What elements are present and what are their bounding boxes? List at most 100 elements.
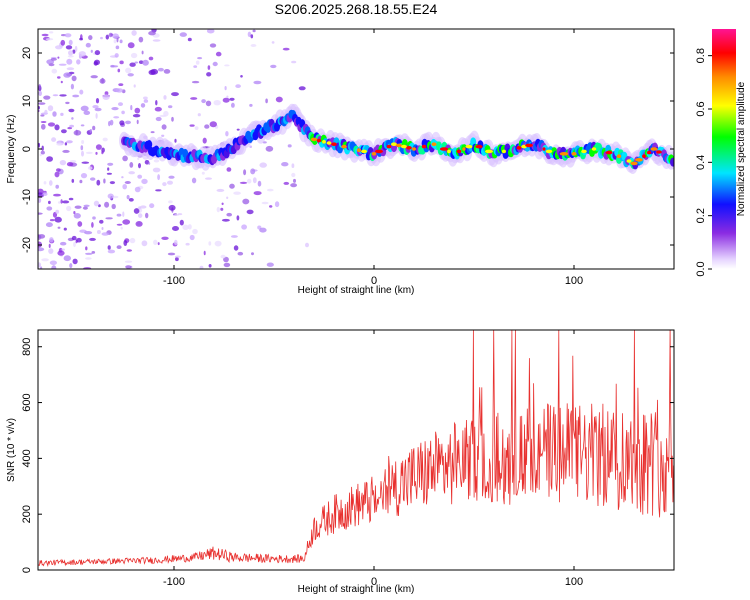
x-tick-label: 0: [371, 275, 377, 287]
noise-blob: [91, 222, 94, 228]
ridge-peak: [310, 137, 318, 142]
noise-blob: [149, 203, 155, 209]
noise-blob: [113, 39, 117, 44]
ridge-peak: [542, 147, 546, 151]
noise-blob: [101, 227, 104, 230]
noise-blob: [251, 252, 254, 256]
ridge-peak: [386, 144, 392, 149]
ridge-peak: [485, 149, 493, 154]
noise-blob: [56, 168, 61, 172]
noise-blob: [56, 142, 64, 146]
noise-blob: [66, 67, 75, 71]
noise-blob: [112, 33, 119, 39]
noise-blob: [105, 34, 110, 40]
noise-blob: [283, 181, 290, 185]
noise-blob: [174, 138, 177, 143]
noise-blob: [68, 39, 73, 46]
noise-blob: [115, 88, 124, 93]
noise-blob: [209, 121, 217, 128]
noise-blob: [80, 173, 88, 179]
noise-blob: [85, 246, 88, 251]
chart-title: S206.2025.268.18.55.E24: [275, 1, 438, 17]
noise-blob: [225, 131, 229, 137]
noise-blob: [153, 159, 160, 163]
noise-blob: [252, 29, 256, 33]
noise-blob: [205, 177, 212, 180]
noise-blob: [223, 256, 229, 263]
noise-blob: [40, 114, 45, 117]
noise-blob: [291, 60, 297, 64]
noise-blob: [215, 51, 222, 57]
ridge-peak: [356, 148, 362, 152]
noise-blob: [214, 240, 222, 247]
noise-blob: [101, 77, 104, 84]
noise-blob: [243, 169, 247, 176]
noise-blob: [259, 227, 267, 233]
colorbar-tick-label: 0.8: [695, 48, 707, 63]
noise-blob: [52, 111, 57, 117]
noise-blob: [128, 198, 134, 202]
noise-blob: [50, 58, 57, 61]
noise-blob: [79, 179, 83, 184]
noise-blob: [171, 92, 179, 97]
noise-blob: [191, 80, 200, 84]
ridge-peak: [630, 161, 638, 166]
y-tick-label: 400: [21, 449, 33, 467]
noise-blob: [122, 219, 131, 225]
noise-blob: [109, 181, 115, 185]
noise-blob: [174, 214, 179, 216]
noise-blob: [76, 237, 82, 243]
noise-blob: [93, 61, 99, 66]
noise-blob: [41, 33, 49, 37]
noise-blob: [213, 100, 221, 106]
noise-blob: [99, 219, 104, 224]
noise-blob: [108, 32, 113, 38]
noise-blob: [155, 116, 162, 122]
noise-blob: [145, 212, 149, 219]
noise-blob: [67, 127, 72, 130]
noise-blob: [104, 201, 110, 208]
noise-blob: [48, 63, 55, 67]
noise-blob: [71, 235, 77, 241]
noise-blob: [57, 250, 65, 256]
ridge-peak: [401, 144, 407, 149]
noise-blob: [42, 192, 48, 197]
noise-blob: [39, 153, 42, 157]
noise-blob: [174, 239, 178, 246]
noise-blob: [134, 61, 138, 64]
noise-blob: [107, 245, 111, 250]
noise-blob: [60, 80, 63, 84]
ridge-peak: [412, 147, 416, 151]
snr-series-line: [38, 330, 674, 568]
noise-blob: [79, 37, 83, 41]
noise-blob: [80, 124, 85, 127]
y-tick-label: 0: [21, 567, 33, 573]
noise-blob: [231, 102, 235, 108]
noise-blob: [197, 57, 203, 60]
ridge-peak: [326, 141, 332, 145]
ridge-peak: [650, 147, 658, 151]
noise-blob: [69, 160, 77, 163]
noise-blob: [157, 242, 160, 246]
noise-blob: [92, 125, 96, 131]
noise-blob: [125, 265, 132, 269]
noise-blob: [298, 86, 306, 91]
noise-blob: [282, 47, 290, 51]
noise-blob: [191, 177, 197, 184]
noise-blob: [202, 137, 207, 144]
noise-blob: [209, 43, 217, 48]
noise-blob: [47, 105, 54, 112]
noise-blob: [167, 252, 176, 256]
noise-blob: [133, 208, 140, 214]
colorbar: 0.0 0.2 0.4 0.6 0.8 Normalized spectral ampl…: [695, 29, 747, 277]
noise-blob: [83, 204, 90, 207]
ridge-peak: [316, 138, 322, 143]
noise-blob: [89, 237, 96, 241]
spectrogram-image: [38, 29, 674, 269]
noise-blob: [168, 204, 176, 211]
noise-blob: [163, 95, 167, 100]
colorbar-gradient: [712, 29, 736, 269]
noise-blob: [123, 240, 128, 246]
ridge-peak: [591, 147, 597, 151]
